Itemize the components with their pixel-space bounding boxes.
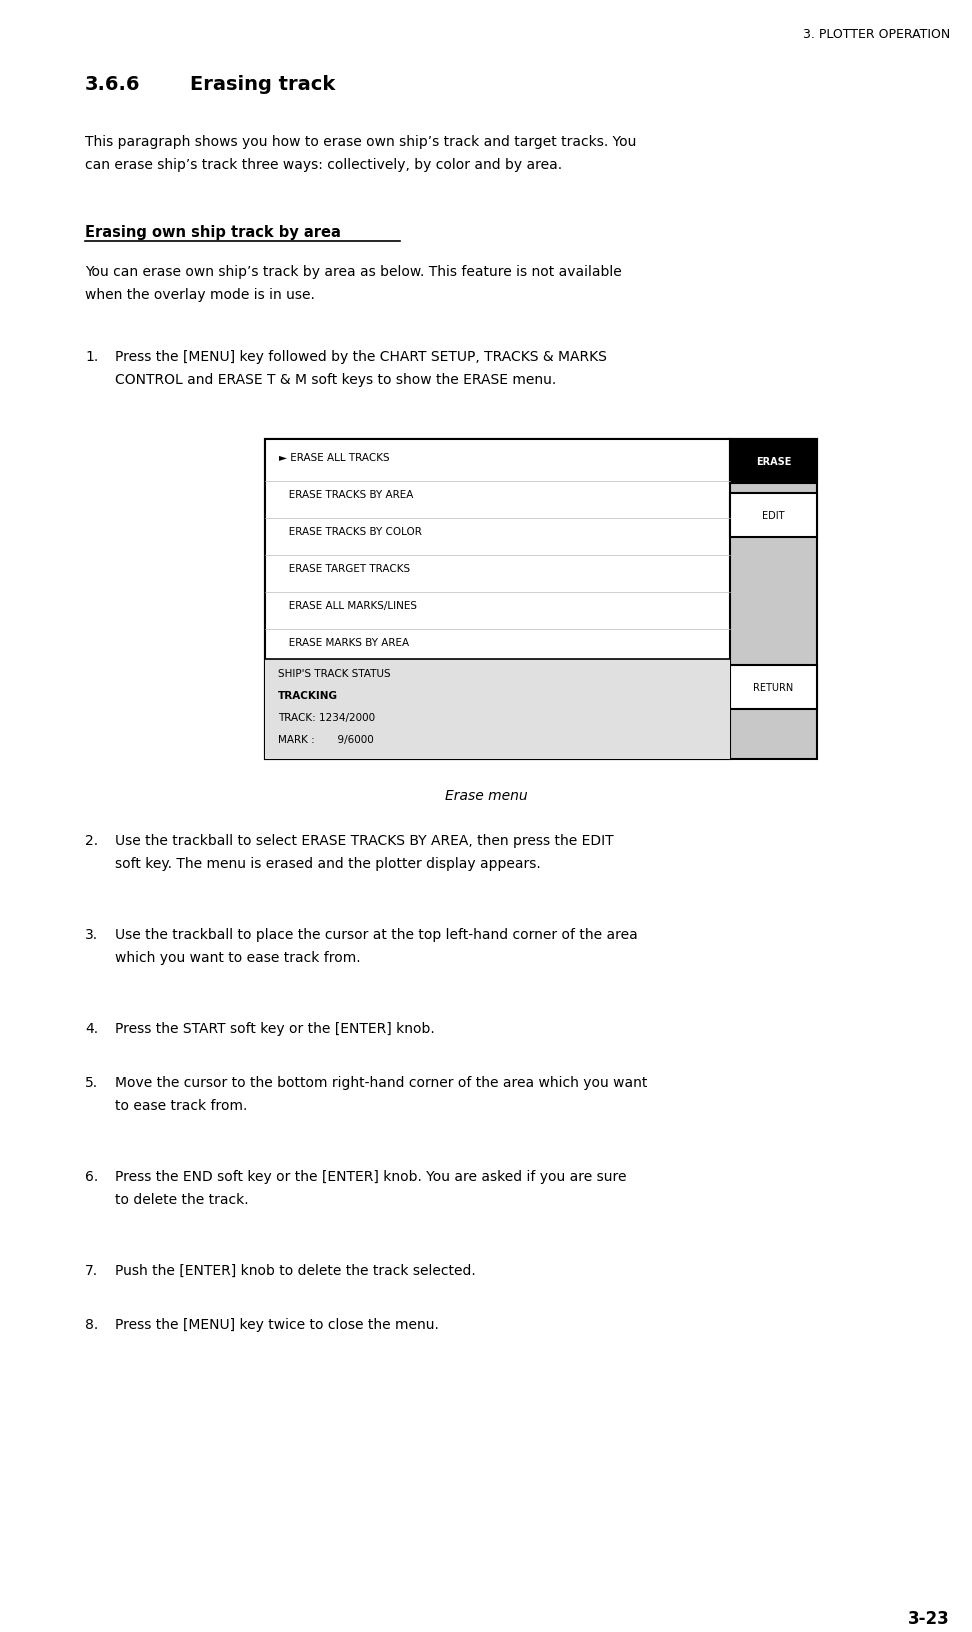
Text: Use the trackball to select ERASE TRACKS BY AREA, then press the EDIT
soft key. : Use the trackball to select ERASE TRACKS… (115, 834, 613, 871)
Text: ERASE TRACKS BY COLOR: ERASE TRACKS BY COLOR (279, 527, 422, 537)
Text: MARK :       9/6000: MARK : 9/6000 (278, 734, 374, 744)
Text: 8.: 8. (85, 1317, 98, 1332)
Text: SHIP'S TRACK STATUS: SHIP'S TRACK STATUS (278, 667, 391, 679)
FancyBboxPatch shape (730, 439, 817, 483)
Text: ERASE MARKS BY AREA: ERASE MARKS BY AREA (279, 636, 409, 648)
Text: Press the [MENU] key twice to close the menu.: Press the [MENU] key twice to close the … (115, 1317, 439, 1332)
Text: 3. PLOTTER OPERATION: 3. PLOTTER OPERATION (803, 28, 950, 41)
Text: You can erase own ship’s track by area as below. This feature is not available
w: You can erase own ship’s track by area a… (85, 264, 622, 302)
Text: EDIT: EDIT (762, 511, 784, 521)
Text: 6.: 6. (85, 1170, 98, 1183)
Text: Press the [MENU] key followed by the CHART SETUP, TRACKS & MARKS
CONTROL and ERA: Press the [MENU] key followed by the CHA… (115, 349, 607, 387)
FancyBboxPatch shape (730, 493, 817, 537)
Text: Use the trackball to place the cursor at the top left-hand corner of the area
wh: Use the trackball to place the cursor at… (115, 929, 638, 965)
FancyBboxPatch shape (265, 439, 730, 759)
Text: 3.6.6: 3.6.6 (85, 75, 141, 95)
FancyBboxPatch shape (265, 439, 817, 759)
Text: 4.: 4. (85, 1022, 98, 1036)
Text: 5.: 5. (85, 1075, 98, 1090)
Text: 1.: 1. (85, 349, 98, 364)
Text: Press the START soft key or the [ENTER] knob.: Press the START soft key or the [ENTER] … (115, 1022, 434, 1036)
Text: ERASE: ERASE (756, 457, 791, 467)
Text: Erasing own ship track by area: Erasing own ship track by area (85, 225, 341, 240)
Text: RETURN: RETURN (753, 682, 793, 692)
Text: TRACK: 1234/2000: TRACK: 1234/2000 (278, 712, 375, 721)
Text: Erasing track: Erasing track (190, 75, 335, 95)
Text: Press the END soft key or the [ENTER] knob. You are asked if you are sure
to del: Press the END soft key or the [ENTER] kn… (115, 1170, 627, 1206)
FancyBboxPatch shape (265, 659, 730, 759)
Text: 2.: 2. (85, 834, 98, 849)
Text: Push the [ENTER] knob to delete the track selected.: Push the [ENTER] knob to delete the trac… (115, 1263, 475, 1278)
Text: ERASE TRACKS BY AREA: ERASE TRACKS BY AREA (279, 490, 413, 499)
Text: Erase menu: Erase menu (444, 788, 528, 803)
Text: 7.: 7. (85, 1263, 98, 1278)
Text: 3-23: 3-23 (908, 1609, 950, 1627)
Text: 3.: 3. (85, 929, 98, 942)
Text: ► ERASE ALL TRACKS: ► ERASE ALL TRACKS (279, 452, 390, 462)
Text: ERASE ALL MARKS/LINES: ERASE ALL MARKS/LINES (279, 601, 417, 610)
Text: TRACKING: TRACKING (278, 690, 338, 700)
Text: ERASE TARGET TRACKS: ERASE TARGET TRACKS (279, 563, 410, 573)
Text: This paragraph shows you how to erase own ship’s track and target tracks. You
ca: This paragraph shows you how to erase ow… (85, 135, 637, 171)
FancyBboxPatch shape (730, 666, 817, 710)
Text: Move the cursor to the bottom right-hand corner of the area which you want
to ea: Move the cursor to the bottom right-hand… (115, 1075, 647, 1113)
